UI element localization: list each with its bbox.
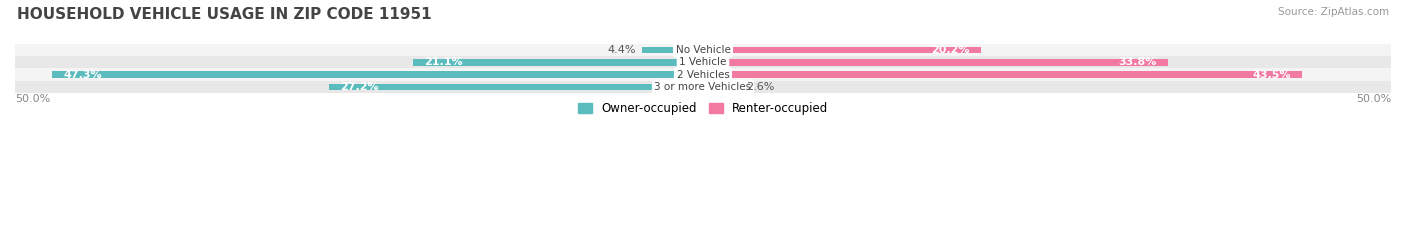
- Text: 2.6%: 2.6%: [745, 82, 775, 92]
- Text: 27.2%: 27.2%: [340, 82, 378, 92]
- Text: 50.0%: 50.0%: [1355, 94, 1391, 104]
- Text: 33.8%: 33.8%: [1119, 57, 1157, 67]
- Text: 2 Vehicles: 2 Vehicles: [676, 70, 730, 80]
- Legend: Owner-occupied, Renter-occupied: Owner-occupied, Renter-occupied: [572, 97, 834, 120]
- Bar: [52, 72, 703, 78]
- Bar: [413, 59, 703, 65]
- Bar: [15, 81, 1391, 93]
- Text: 20.2%: 20.2%: [931, 45, 970, 55]
- Text: 21.1%: 21.1%: [423, 57, 463, 67]
- Text: 3 or more Vehicles: 3 or more Vehicles: [654, 82, 752, 92]
- Text: 50.0%: 50.0%: [15, 94, 51, 104]
- Bar: [703, 59, 1168, 65]
- Text: 43.5%: 43.5%: [1253, 70, 1291, 80]
- Text: No Vehicle: No Vehicle: [675, 45, 731, 55]
- Bar: [15, 69, 1391, 81]
- Bar: [15, 44, 1391, 56]
- Bar: [703, 47, 981, 53]
- Bar: [15, 56, 1391, 69]
- Bar: [703, 84, 738, 90]
- Text: Source: ZipAtlas.com: Source: ZipAtlas.com: [1278, 7, 1389, 17]
- Bar: [643, 47, 703, 53]
- Text: HOUSEHOLD VEHICLE USAGE IN ZIP CODE 11951: HOUSEHOLD VEHICLE USAGE IN ZIP CODE 1195…: [17, 7, 432, 22]
- Text: 47.3%: 47.3%: [63, 70, 101, 80]
- Text: 1 Vehicle: 1 Vehicle: [679, 57, 727, 67]
- Bar: [703, 72, 1302, 78]
- Bar: [329, 84, 703, 90]
- Text: 4.4%: 4.4%: [607, 45, 636, 55]
